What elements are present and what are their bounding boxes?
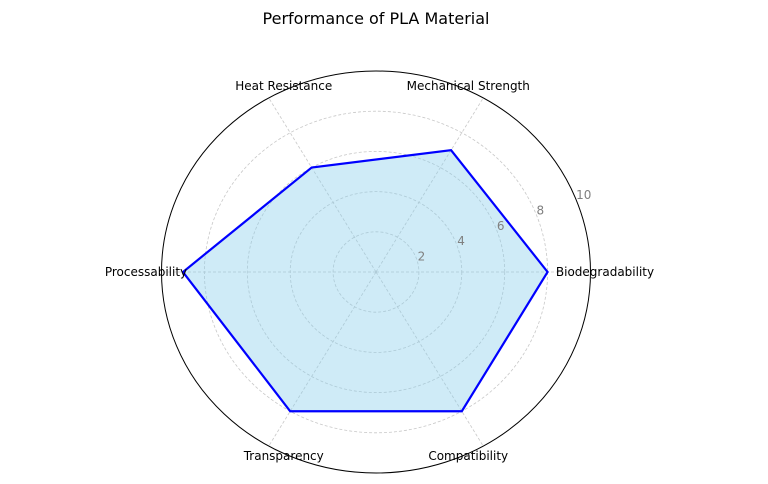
series-area xyxy=(182,150,548,412)
category-label: Heat Resistance xyxy=(235,79,332,93)
category-label: Mechanical Strength xyxy=(407,79,530,93)
category-label: Biodegradability xyxy=(556,265,654,279)
grid-spoke xyxy=(268,271,377,447)
r-tick-label: 8 xyxy=(537,203,545,217)
r-tick-label: 4 xyxy=(457,234,465,248)
r-tick-label: 6 xyxy=(497,219,505,233)
category-label: Processability xyxy=(105,265,187,279)
grid-spoke xyxy=(375,97,484,273)
grid-spoke xyxy=(268,97,377,273)
category-label: Transparency xyxy=(243,449,324,463)
r-tick-label: 10 xyxy=(576,188,591,202)
grid-spoke xyxy=(375,271,484,447)
polar-frame xyxy=(161,70,591,474)
grid-ring xyxy=(246,150,506,393)
chart-title: Performance of PLA Material xyxy=(263,9,490,28)
series-line xyxy=(181,148,549,413)
r-tick-label: 2 xyxy=(418,250,426,264)
category-label: Compatibility xyxy=(428,449,508,463)
